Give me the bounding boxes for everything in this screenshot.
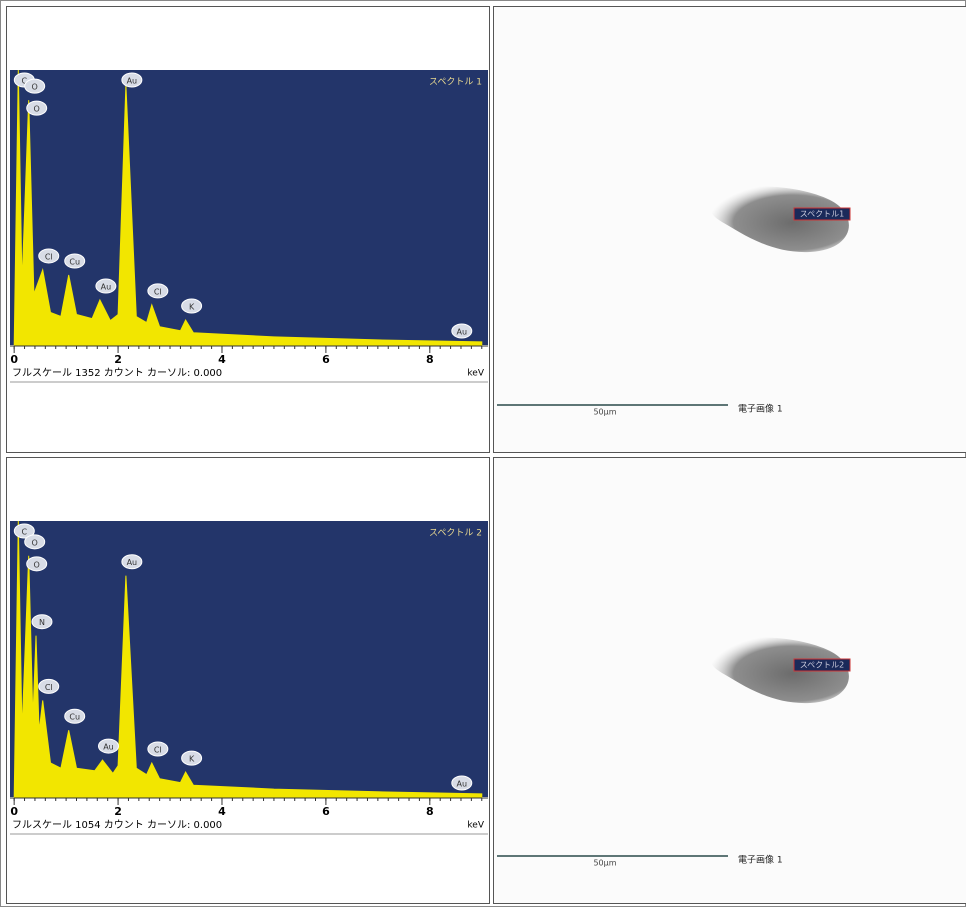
spectrum-title: スペクトル 2: [429, 528, 482, 539]
peak-label: Au: [127, 77, 138, 86]
peak-badge: [64, 708, 86, 724]
peak-label: O: [34, 105, 40, 114]
peak-badge: [451, 775, 473, 791]
cell: [6, 457, 490, 904]
peak-label: Cl: [45, 252, 53, 261]
spectrum-marker: [793, 207, 851, 221]
peak-label: C: [22, 77, 28, 86]
peak-label: Au: [457, 328, 468, 337]
peak-badge: [147, 741, 169, 757]
peak-badge: [26, 100, 48, 116]
particle: [708, 637, 849, 704]
peak-label: Cl: [45, 683, 53, 692]
x-tick-label: 6: [322, 805, 330, 818]
peak-badge: [121, 72, 143, 88]
spectrum-area: [13, 69, 483, 346]
peak-label: Au: [101, 283, 112, 292]
peak-label: O: [34, 560, 40, 569]
spectrum-area: [13, 520, 483, 798]
spectrum-marker-label: スペクトル2: [800, 661, 845, 670]
peak-badge: [31, 614, 53, 630]
particle: [708, 186, 849, 253]
x-tick-label: 8: [426, 805, 434, 818]
peak-badge: [26, 556, 48, 572]
peak-badge: [181, 750, 203, 766]
x-tick-label: 0: [10, 805, 18, 818]
peak-badge: [95, 278, 117, 294]
peak-badge: [13, 523, 35, 539]
peak-label: O: [32, 538, 38, 547]
peak-badge: [451, 323, 473, 339]
x-tick-label: 4: [218, 805, 226, 818]
scale-label: 50µm: [593, 408, 616, 417]
x-unit: keV: [467, 821, 484, 831]
peak-label: Cl: [154, 287, 162, 296]
peak-badge: [97, 738, 119, 754]
x-tick-label: 4: [218, 353, 226, 366]
footer: フルスケール 1352 カウント カーソル: 0.000: [12, 367, 222, 379]
peak-label: O: [32, 83, 38, 92]
peak-label: K: [189, 755, 195, 764]
image-caption: 電子画像 1: [738, 854, 783, 866]
x-tick-label: 2: [114, 805, 122, 818]
peak-badge: [24, 534, 46, 550]
x-tick-label: 6: [322, 353, 330, 366]
cell: [6, 6, 490, 453]
peak-badge: [64, 253, 86, 269]
plot-area: [10, 521, 488, 797]
peak-badge: [181, 298, 203, 314]
cell: [493, 6, 966, 453]
plot-area: [10, 70, 488, 345]
peak-label: Au: [103, 743, 114, 752]
peak-label: Cu: [69, 258, 80, 267]
peak-label: Au: [127, 558, 138, 567]
peak-label: N: [39, 618, 45, 627]
peak-badge: [24, 78, 46, 94]
peak-label: Cl: [154, 745, 162, 754]
peak-label: C: [22, 528, 28, 537]
x-unit: keV: [467, 369, 484, 379]
peak-badge: [147, 283, 169, 299]
footer: フルスケール 1054 カウント カーソル: 0.000: [12, 819, 222, 831]
image-caption: 電子画像 1: [738, 403, 783, 415]
peak-badge: [38, 678, 60, 694]
peak-badge: [38, 248, 60, 264]
peak-badge: [121, 554, 143, 570]
peak-label: Cu: [69, 713, 80, 722]
peak-label: Au: [457, 780, 468, 789]
spectrum-title: スペクトル 1: [429, 77, 482, 88]
peak-label: K: [189, 302, 195, 311]
scale-label: 50µm: [593, 859, 616, 868]
spectrum-marker: [793, 658, 851, 672]
x-tick-label: 2: [114, 353, 122, 366]
spectrum-marker-label: スペクトル1: [800, 210, 845, 219]
cell: [493, 457, 966, 904]
x-tick-label: 8: [426, 353, 434, 366]
x-tick-label: 0: [10, 353, 18, 366]
